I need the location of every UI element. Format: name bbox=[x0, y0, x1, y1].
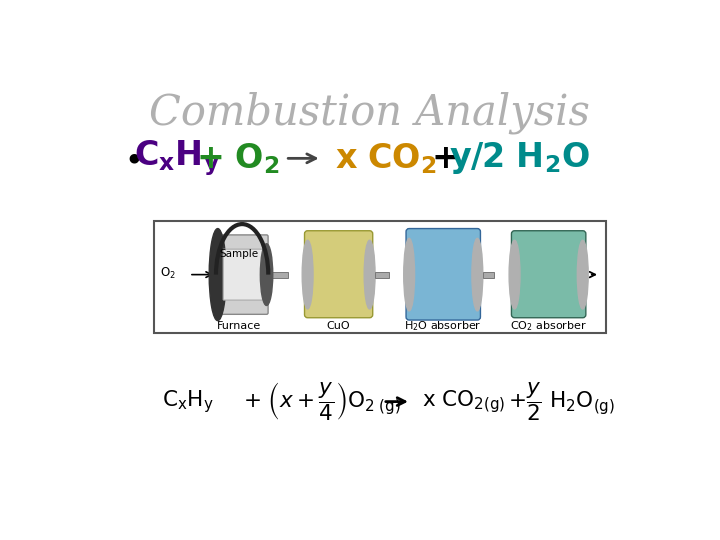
Ellipse shape bbox=[472, 238, 483, 311]
Text: $\mathbf{+\ O_2}$: $\mathbf{+\ O_2}$ bbox=[196, 141, 280, 176]
Text: $\mathbf{x\ CO_2}$: $\mathbf{x\ CO_2}$ bbox=[335, 141, 436, 176]
Text: $+\dfrac{y}{2}\ \mathrm{H_2O_{(g)}}$: $+\dfrac{y}{2}\ \mathrm{H_2O_{(g)}}$ bbox=[508, 380, 615, 423]
Ellipse shape bbox=[364, 240, 375, 309]
FancyBboxPatch shape bbox=[511, 231, 586, 318]
FancyBboxPatch shape bbox=[305, 231, 373, 318]
Bar bbox=[271, 272, 288, 278]
Text: $\bullet$: $\bullet$ bbox=[123, 142, 140, 175]
FancyBboxPatch shape bbox=[223, 249, 263, 300]
Bar bbox=[375, 272, 389, 278]
Ellipse shape bbox=[509, 240, 520, 309]
Text: $\mathrm{CO_2}$ absorber: $\mathrm{CO_2}$ absorber bbox=[510, 319, 587, 333]
Text: $\mathbf{C_xH_y}$: $\mathbf{C_xH_y}$ bbox=[133, 138, 220, 178]
Bar bbox=[483, 272, 495, 278]
Ellipse shape bbox=[302, 240, 313, 309]
Text: $\mathrm{C_xH_y}$: $\mathrm{C_xH_y}$ bbox=[162, 388, 213, 415]
Text: $+\ \left( x + \dfrac{y}{4} \right) \mathrm{O}_{2\ \mathrm{(g)}}$: $+\ \left( x + \dfrac{y}{4} \right) \mat… bbox=[243, 380, 400, 423]
Text: $\mathbf{+}$: $\mathbf{+}$ bbox=[431, 142, 457, 175]
Text: Combustion Analysis: Combustion Analysis bbox=[148, 92, 590, 134]
FancyBboxPatch shape bbox=[216, 235, 268, 314]
Text: Furnace: Furnace bbox=[217, 321, 261, 331]
Text: $\mathbf{y/2\ H_2O}$: $\mathbf{y/2\ H_2O}$ bbox=[449, 140, 590, 177]
FancyBboxPatch shape bbox=[406, 228, 480, 320]
Text: $\mathrm{x\ CO}_{2\mathrm{(g)}}$: $\mathrm{x\ CO}_{2\mathrm{(g)}}$ bbox=[422, 388, 505, 415]
Ellipse shape bbox=[577, 240, 588, 309]
Ellipse shape bbox=[261, 244, 273, 306]
Bar bbox=[154, 221, 606, 333]
Ellipse shape bbox=[404, 238, 415, 311]
Text: Sample: Sample bbox=[219, 249, 258, 259]
Text: $\mathrm{H_2O}$ absorber: $\mathrm{H_2O}$ absorber bbox=[405, 319, 482, 333]
Text: $\mathrm{O_2}$: $\mathrm{O_2}$ bbox=[161, 266, 176, 281]
Text: CuO: CuO bbox=[327, 321, 351, 331]
Ellipse shape bbox=[210, 228, 226, 321]
